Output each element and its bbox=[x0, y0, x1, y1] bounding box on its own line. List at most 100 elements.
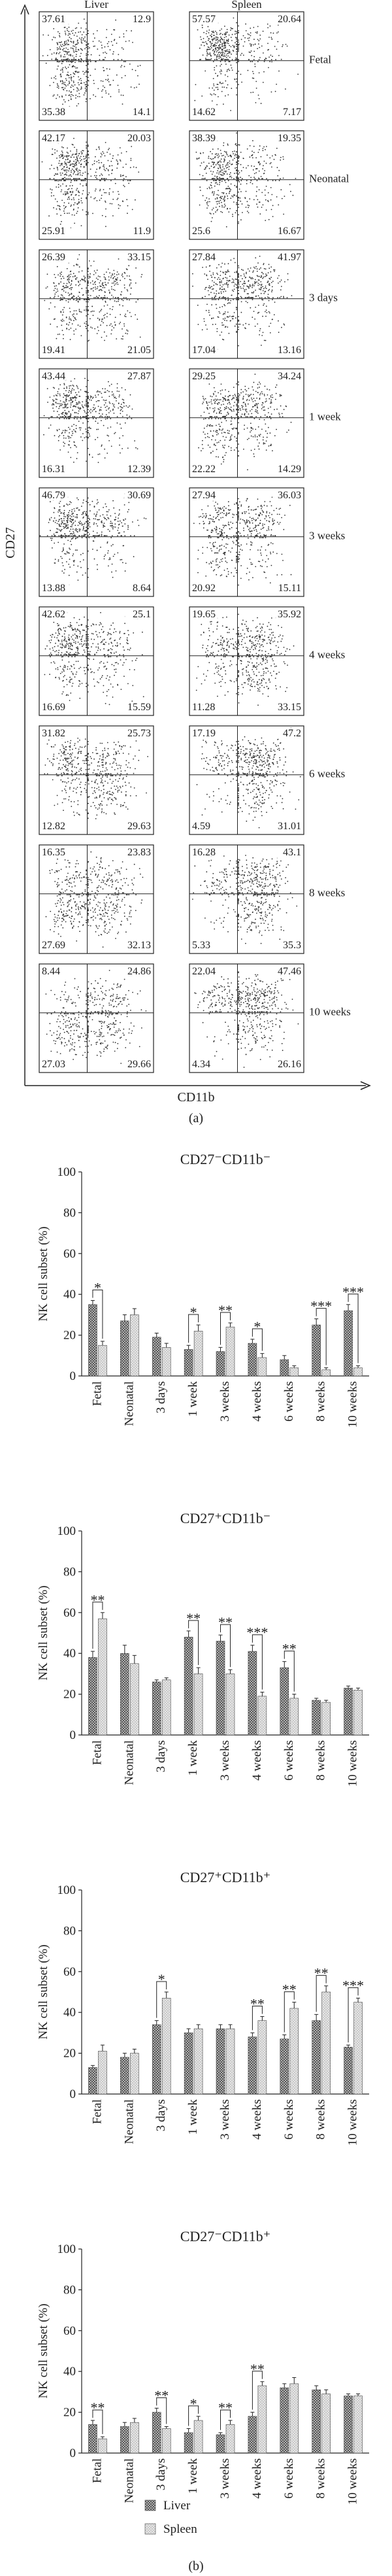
event-dot bbox=[78, 37, 80, 39]
event-dot bbox=[93, 82, 95, 84]
event-dot bbox=[247, 37, 249, 39]
event-dot bbox=[76, 157, 78, 159]
event-dot bbox=[69, 398, 71, 400]
event-dot bbox=[275, 386, 276, 388]
event-dot bbox=[59, 223, 61, 225]
event-dot bbox=[223, 58, 224, 60]
event-dot bbox=[70, 400, 72, 402]
event-dot bbox=[229, 430, 230, 432]
event-dot bbox=[122, 180, 124, 182]
event-dot bbox=[74, 202, 76, 203]
event-dot bbox=[114, 284, 116, 286]
event-dot bbox=[238, 71, 239, 72]
event-dot bbox=[252, 436, 254, 438]
event-dot bbox=[234, 325, 236, 327]
event-dot bbox=[127, 406, 129, 408]
event-dot bbox=[123, 325, 125, 327]
event-dot bbox=[216, 44, 217, 46]
event-dot bbox=[73, 316, 74, 317]
event-dot bbox=[61, 146, 63, 148]
event-dot bbox=[269, 163, 271, 165]
event-dot bbox=[74, 27, 76, 29]
event-dot bbox=[212, 425, 214, 427]
event-dot bbox=[262, 290, 264, 292]
event-dot bbox=[75, 530, 77, 532]
event-dot bbox=[76, 27, 78, 29]
event-dot bbox=[55, 75, 56, 77]
event-dot bbox=[229, 512, 230, 514]
event-dot bbox=[226, 154, 228, 156]
event-dot bbox=[71, 199, 73, 201]
event-dot bbox=[95, 396, 97, 398]
event-dot bbox=[121, 77, 123, 78]
event-dot bbox=[220, 508, 221, 509]
event-dot bbox=[63, 307, 65, 309]
event-dot bbox=[82, 193, 84, 195]
event-dot bbox=[93, 163, 95, 165]
event-dot bbox=[93, 518, 95, 519]
event-dot bbox=[276, 507, 278, 509]
event-dot bbox=[277, 175, 279, 177]
event-dot bbox=[84, 279, 85, 281]
event-dot bbox=[93, 287, 95, 288]
event-dot bbox=[286, 45, 288, 47]
event-dot bbox=[100, 288, 102, 290]
event-dot bbox=[145, 518, 147, 519]
event-dot bbox=[85, 534, 87, 536]
event-dot bbox=[73, 178, 74, 180]
event-dot bbox=[77, 406, 79, 408]
event-dot bbox=[125, 405, 127, 407]
event-dot bbox=[70, 150, 71, 152]
event-dot bbox=[123, 184, 125, 186]
event-dot bbox=[217, 273, 218, 275]
event-dot bbox=[220, 517, 222, 519]
event-dot bbox=[246, 390, 248, 392]
event-dot bbox=[209, 213, 211, 214]
event-dot bbox=[236, 22, 237, 24]
event-dot bbox=[206, 52, 208, 54]
event-dot bbox=[86, 415, 87, 417]
event-dot bbox=[193, 523, 195, 524]
event-dot bbox=[108, 170, 109, 171]
event-dot bbox=[107, 511, 109, 513]
event-dot bbox=[243, 402, 245, 404]
event-dot bbox=[223, 47, 225, 49]
event-dot bbox=[250, 422, 252, 424]
event-dot bbox=[238, 416, 239, 418]
event-dot bbox=[238, 508, 239, 509]
event-dot bbox=[130, 86, 132, 88]
event-dot bbox=[274, 180, 276, 182]
event-dot bbox=[73, 560, 74, 562]
event-dot bbox=[240, 200, 242, 202]
event-dot bbox=[259, 394, 261, 396]
event-dot bbox=[227, 195, 228, 197]
event-dot bbox=[65, 173, 67, 175]
event-dot bbox=[60, 75, 62, 77]
quadrant-label-bg bbox=[272, 371, 302, 382]
event-dot bbox=[239, 323, 241, 325]
event-dot bbox=[68, 514, 69, 515]
event-dot bbox=[84, 390, 86, 392]
event-dot bbox=[88, 418, 90, 420]
event-dot bbox=[106, 405, 108, 407]
event-dot bbox=[238, 173, 239, 175]
event-dot bbox=[93, 558, 95, 560]
event-dot bbox=[210, 43, 212, 44]
event-dot bbox=[69, 160, 71, 162]
event-dot bbox=[73, 405, 75, 407]
event-dot bbox=[123, 61, 125, 63]
event-dot bbox=[228, 390, 229, 392]
event-dot bbox=[221, 33, 223, 35]
event-dot bbox=[233, 158, 235, 160]
event-dot bbox=[76, 180, 77, 182]
event-dot bbox=[61, 535, 63, 537]
event-dot bbox=[66, 28, 68, 29]
event-dot bbox=[80, 429, 81, 431]
event-dot bbox=[217, 514, 219, 515]
event-dot bbox=[221, 332, 223, 333]
event-dot bbox=[217, 170, 218, 171]
event-dot bbox=[214, 166, 216, 167]
event-dot bbox=[205, 516, 207, 518]
event-dot bbox=[203, 42, 205, 43]
event-dot bbox=[74, 397, 76, 399]
